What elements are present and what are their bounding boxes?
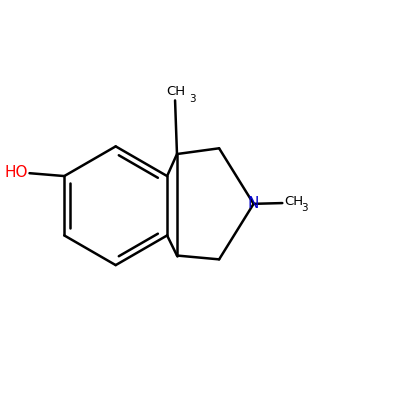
Text: 3: 3 (190, 94, 196, 104)
Text: CH: CH (166, 86, 185, 98)
Text: HO: HO (4, 165, 28, 180)
Text: N: N (247, 196, 258, 210)
Text: 3: 3 (301, 204, 308, 214)
Text: CH: CH (284, 195, 303, 208)
